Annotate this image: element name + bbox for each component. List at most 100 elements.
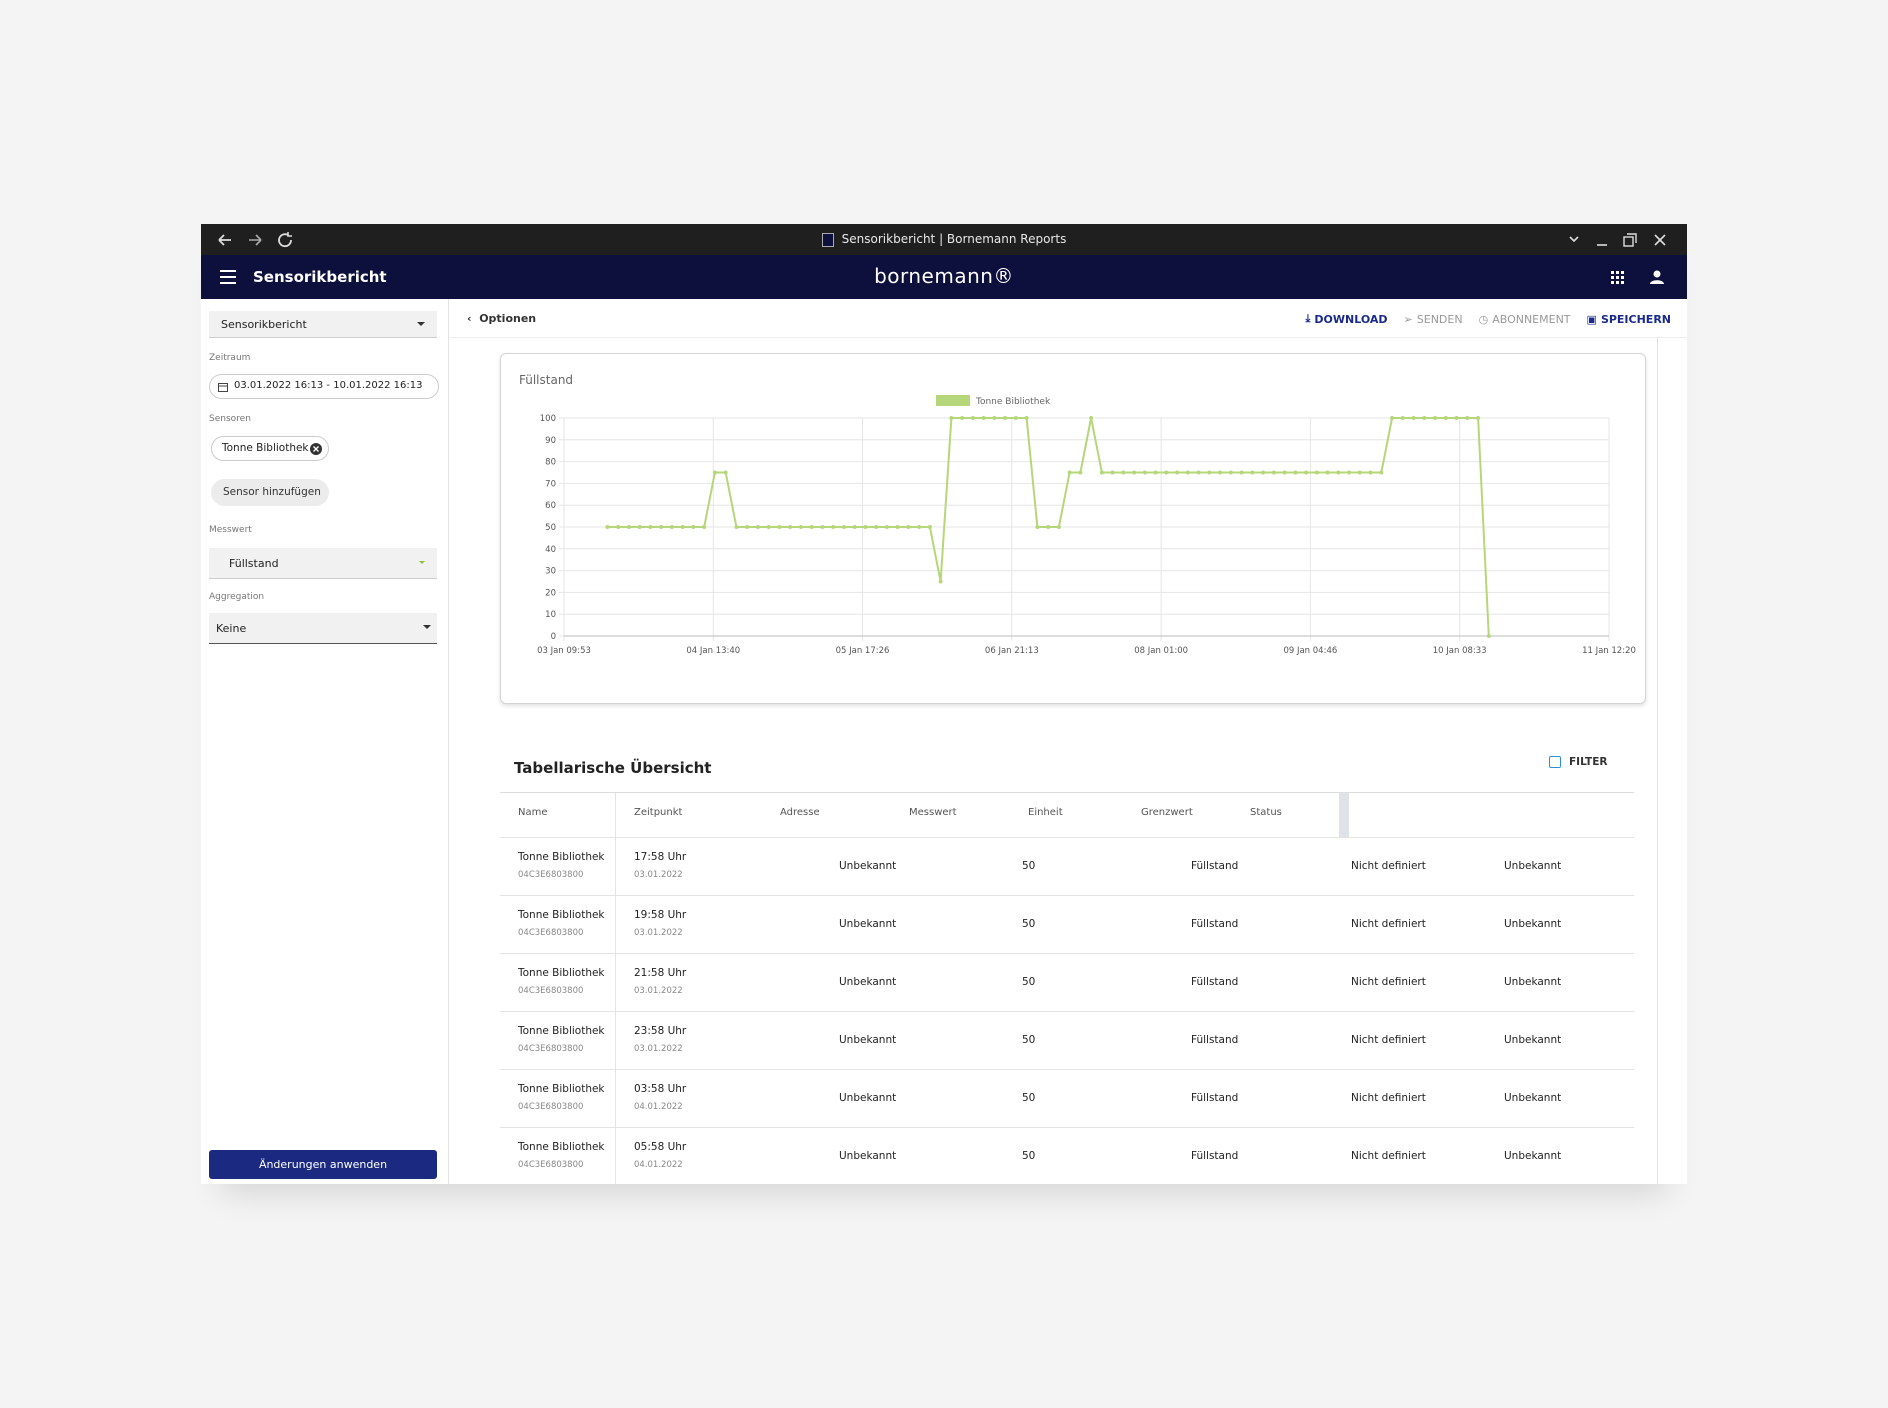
data-point — [788, 525, 793, 529]
action-icon: ⤓ — [1305, 312, 1311, 325]
data-point — [1132, 470, 1137, 475]
data-point — [1035, 525, 1040, 529]
cell-address: Unbekannt — [839, 860, 897, 872]
data-point — [1142, 470, 1147, 475]
data-point — [1185, 470, 1190, 475]
column-header: Status — [1250, 807, 1282, 818]
y-tick-label: 60 — [545, 501, 556, 511]
data-point — [960, 416, 965, 420]
title-bar: Sensorikbericht | Bornemann Reports — [201, 224, 1687, 255]
action-label: DOWNLOAD — [1314, 312, 1388, 326]
data-point — [702, 525, 707, 529]
time: 17:58 Uhr — [634, 851, 687, 863]
cell-status: Unbekannt — [1504, 860, 1562, 872]
data-table: Name Zeitpunkt Adresse Messwert Einheit Grenz… — [500, 792, 1634, 1184]
sensor-name: Tonne Bibliothek — [518, 967, 605, 979]
cell-threshold: Nicht definiert — [1351, 918, 1426, 930]
table-row: Tonne Bibliothek 04C3E6803800 21:58 Uhr 03.… — [500, 953, 1634, 1012]
report-select[interactable]: Sensorikbericht — [209, 311, 437, 338]
aggregation-label: Aggregation — [209, 592, 265, 602]
cell-threshold: Nicht definiert — [1351, 1150, 1426, 1162]
data-point — [1465, 416, 1470, 420]
data-point — [981, 416, 986, 420]
y-tick-label: 10 — [545, 610, 556, 620]
toolbar-action[interactable]: ➢ SENDEN — [1404, 312, 1463, 326]
sensor-id: 04C3E6803800 — [518, 1160, 584, 1170]
cell-value: 50 — [1022, 1092, 1036, 1104]
data-point — [1314, 470, 1319, 475]
time: 03:58 Uhr — [634, 1083, 687, 1095]
data-point — [917, 525, 922, 529]
cell-threshold: Nicht definiert — [1351, 860, 1426, 872]
cell-unit: Füllstand — [1191, 1092, 1239, 1104]
menu-icon[interactable] — [219, 269, 237, 285]
window-controls[interactable] — [1561, 230, 1681, 250]
data-point — [874, 525, 879, 529]
data-point — [1443, 416, 1448, 420]
cell-address: Unbekannt — [839, 976, 897, 988]
cell-status: Unbekannt — [1504, 976, 1562, 988]
data-point — [1454, 416, 1459, 420]
data-point — [648, 525, 653, 529]
data-point — [852, 525, 857, 529]
cell-status: Unbekannt — [1504, 1092, 1562, 1104]
cell-unit: Füllstand — [1191, 976, 1239, 988]
date: 04.01.2022 — [634, 1160, 683, 1170]
toolbar-action[interactable]: ⤓ DOWNLOAD — [1306, 312, 1388, 326]
table-row: Tonne Bibliothek 04C3E6803800 05:58 Uhr 04.… — [500, 1127, 1634, 1184]
measure-select[interactable]: Füllstand — [209, 548, 437, 579]
app-title: Sensorikbericht — [253, 268, 387, 286]
add-sensor-button[interactable]: Sensor hinzufügen — [211, 479, 329, 506]
data-point — [745, 525, 750, 529]
data-point — [1218, 470, 1223, 475]
table-row: Tonne Bibliothek 04C3E6803800 19:58 Uhr 03.… — [500, 895, 1634, 954]
y-tick-label: 30 — [545, 567, 556, 577]
chart-title: Füllstand — [519, 373, 573, 387]
toolbar-action[interactable]: ▣ SPEICHERN — [1587, 312, 1671, 326]
date: 03.01.2022 — [634, 1044, 683, 1054]
back-button[interactable]: ‹ Optionen — [467, 312, 537, 325]
data-point — [1293, 470, 1298, 475]
period-field[interactable]: 03.01.2022 16:13 - 10.01.2022 16:13 — [209, 374, 439, 399]
data-point — [1400, 416, 1405, 420]
header-icons[interactable] — [1611, 269, 1677, 287]
data-point — [1110, 470, 1115, 475]
table-row: Tonne Bibliothek 04C3E6803800 17:58 Uhr 03.… — [500, 837, 1634, 896]
measure-text: Füllstand — [229, 557, 279, 570]
measure-label: Messwert — [209, 525, 252, 535]
data-point — [831, 525, 836, 529]
aggregation-select[interactable]: Keine — [209, 613, 437, 644]
data-point — [906, 525, 911, 529]
data-point — [1207, 470, 1212, 475]
y-tick-label: 100 — [540, 414, 556, 424]
data-point — [895, 525, 900, 529]
data-point — [1239, 470, 1244, 475]
chart-card: Füllstand 0 10 20 30 40 50 60 70 80 90 100 03 Jan 0… — [500, 353, 1646, 704]
time: 21:58 Uhr — [634, 967, 687, 979]
column-header: Messwert — [909, 807, 957, 818]
toolbar-action[interactable]: ◷ ABONNEMENT — [1479, 312, 1571, 326]
data-point — [1357, 470, 1362, 475]
data-point — [1046, 525, 1051, 529]
x-tick-label: 09 Jan 04:46 — [1283, 646, 1337, 656]
data-point — [1486, 634, 1491, 638]
data-point — [1153, 470, 1158, 475]
action-icon: ▣ — [1586, 312, 1597, 326]
toolbar: ‹ Optionen ⤓ DOWNLOAD ➢ SENDEN ◷ ABONNEMENT ▣ S… — [449, 299, 1687, 338]
apply-button[interactable]: Änderungen anwenden — [209, 1150, 437, 1179]
filter-toggle[interactable]: FILTER — [1549, 756, 1607, 768]
data-point — [1056, 525, 1061, 529]
data-point — [723, 470, 728, 475]
action-label: SENDEN — [1416, 312, 1463, 326]
column-header: Grenzwert — [1141, 807, 1193, 818]
toolbar-actions: ⤓ DOWNLOAD ➢ SENDEN ◷ ABONNEMENT ▣ SPEICHERN — [1290, 312, 1671, 326]
data-point — [1422, 416, 1427, 420]
sensor-chip[interactable]: Tonne Bibliothek — [211, 436, 329, 461]
nav-buttons[interactable] — [215, 230, 295, 250]
data-point — [1271, 470, 1276, 475]
sensor-name: Tonne Bibliothek — [518, 1025, 605, 1037]
action-label: SPEICHERN — [1600, 312, 1671, 326]
app-window: Sensorikbericht | Bornemann Reports Sens… — [201, 224, 1687, 1184]
data-point — [1003, 416, 1008, 420]
data-point — [949, 416, 954, 420]
